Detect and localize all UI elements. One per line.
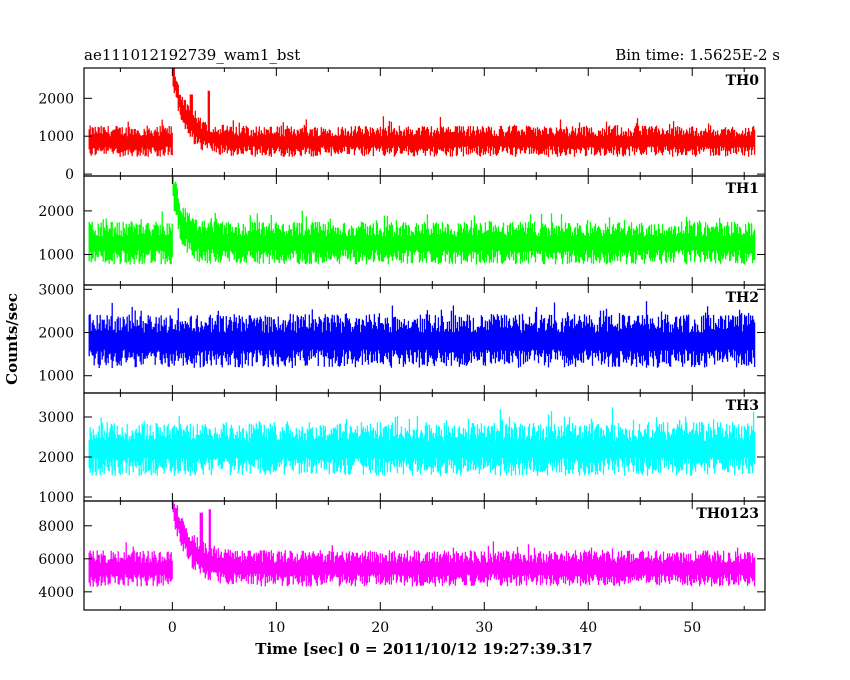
- bin-time-label: Bin time: 1.5625E-2 s: [615, 46, 780, 64]
- x-tick-label: 40: [579, 620, 597, 636]
- panel-th3: 1000 2000 3000 TH3: [38, 392, 766, 506]
- y-tick-label: 1000: [38, 247, 74, 263]
- y-tick-label: 2000: [38, 204, 74, 220]
- y-tick-label: 2000: [38, 326, 74, 342]
- y-tick-label: 1000: [38, 490, 74, 506]
- y-tick-label: 6000: [38, 552, 74, 568]
- panel-th1: 1000 2000 TH1: [38, 175, 766, 286]
- y-axis-label: Counts/sec: [3, 293, 21, 385]
- panel-th0: 0 1000 2000 TH0: [38, 67, 766, 183]
- panel-label-th1: TH1: [726, 181, 759, 197]
- panel-label-th2: TH2: [726, 290, 759, 306]
- panel-label-th0123: TH0123: [696, 506, 759, 522]
- y-tick-label: 3000: [38, 282, 74, 298]
- series-th2: [88, 301, 756, 368]
- x-tick-label: 10: [267, 620, 285, 636]
- x-tick-label: 30: [475, 620, 493, 636]
- y-tick-label: 1000: [38, 369, 74, 385]
- figure-title: ae111012192739_wam1_bst: [84, 46, 300, 64]
- x-tick-label: 0: [168, 620, 177, 636]
- y-tick-label: 2000: [38, 450, 74, 466]
- series-th1: [88, 176, 756, 265]
- y-tick-label: 3000: [38, 410, 74, 426]
- x-axis-label: Time [sec] 0 = 2011/10/12 19:27:39.317: [255, 640, 592, 658]
- y-tick-label: 1000: [38, 129, 74, 145]
- panel-label-th0: TH0: [726, 73, 760, 89]
- series-th0: [88, 68, 756, 157]
- panel-frame: [83, 500, 766, 611]
- x-tick-label: 20: [371, 620, 389, 636]
- y-tick-label: 4000: [38, 585, 74, 601]
- series-th0123: [88, 501, 756, 587]
- y-tick-label: 2000: [38, 91, 74, 107]
- series-th3: [88, 407, 756, 477]
- panel-th0123: 4000 6000 8000 TH0123: [38, 500, 766, 611]
- panel-label-th3: TH3: [726, 398, 759, 414]
- x-tick-label: 50: [683, 620, 701, 636]
- panel-th2: 1000 2000 3000 TH2: [38, 282, 766, 394]
- y-tick-label: 8000: [38, 519, 74, 535]
- y-tick-label: 0: [65, 167, 74, 183]
